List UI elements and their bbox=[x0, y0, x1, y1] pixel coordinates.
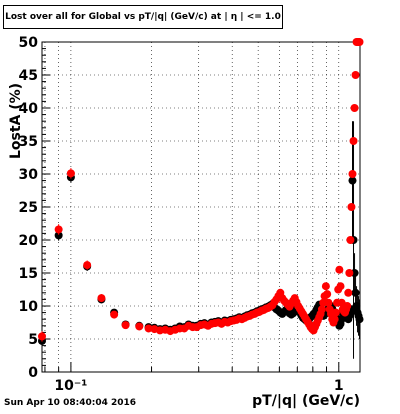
data-point bbox=[330, 315, 339, 324]
data-point bbox=[54, 225, 63, 234]
data-point bbox=[144, 324, 153, 333]
data-point bbox=[350, 104, 359, 112]
data-point bbox=[110, 310, 119, 319]
y-axis-label: LostA (%) bbox=[8, 83, 24, 159]
y-tick-label: 45 bbox=[19, 68, 38, 84]
data-point bbox=[345, 269, 354, 277]
y-tick-label: 5 bbox=[28, 332, 38, 348]
data-point bbox=[321, 282, 330, 291]
data-point bbox=[348, 176, 357, 185]
data-point bbox=[331, 308, 340, 317]
data-point bbox=[349, 137, 358, 145]
data-point bbox=[351, 71, 360, 79]
y-tick-label: 35 bbox=[19, 134, 38, 150]
x-tick-label: 1 bbox=[334, 378, 344, 394]
data-point bbox=[348, 170, 357, 178]
y-tick-label: 20 bbox=[19, 233, 39, 249]
data-point bbox=[346, 236, 355, 244]
grid-lines bbox=[42, 42, 360, 372]
y-tick-label: 10 bbox=[19, 299, 39, 315]
data-point bbox=[336, 282, 345, 291]
axis-ticks: 0 5 10 15 20 25 30 35 40 45 50 10⁻¹ 1 bbox=[19, 35, 344, 394]
data-point bbox=[66, 169, 75, 178]
y-tick-label: 30 bbox=[19, 167, 39, 183]
timestamp-footer: Sun Apr 10 08:40:04 2016 bbox=[4, 398, 137, 408]
data-point bbox=[54, 231, 63, 240]
data-point bbox=[343, 302, 352, 310]
chart-title-text: Lost over all for Global vs pT/|q| (GeV/… bbox=[5, 12, 281, 22]
data-point bbox=[83, 261, 92, 270]
y-tick-label: 0 bbox=[28, 365, 38, 381]
y-tick-label: 40 bbox=[19, 101, 39, 117]
x-tick-label: 10⁻¹ bbox=[54, 378, 87, 394]
data-point bbox=[355, 315, 364, 324]
data-point bbox=[324, 298, 333, 307]
data-point bbox=[344, 288, 353, 297]
data-point bbox=[121, 321, 130, 330]
data-point bbox=[351, 288, 360, 297]
data-point bbox=[317, 305, 326, 314]
series-red bbox=[38, 38, 364, 342]
data-point bbox=[355, 38, 364, 46]
data-point bbox=[323, 290, 332, 299]
data-point bbox=[335, 265, 344, 274]
chart-title: Lost over all for Global vs pT/|q| (GeV/… bbox=[3, 5, 283, 29]
y-tick-label: 25 bbox=[19, 200, 38, 216]
data-marks bbox=[38, 38, 364, 359]
data-point bbox=[97, 294, 106, 303]
x-axis-label: pT/|q| (GeV/c) bbox=[252, 393, 360, 409]
y-tick-label: 15 bbox=[19, 266, 38, 282]
data-point bbox=[38, 332, 46, 341]
data-point bbox=[135, 322, 144, 331]
data-point bbox=[347, 203, 356, 211]
y-tick-label: 50 bbox=[19, 35, 39, 51]
